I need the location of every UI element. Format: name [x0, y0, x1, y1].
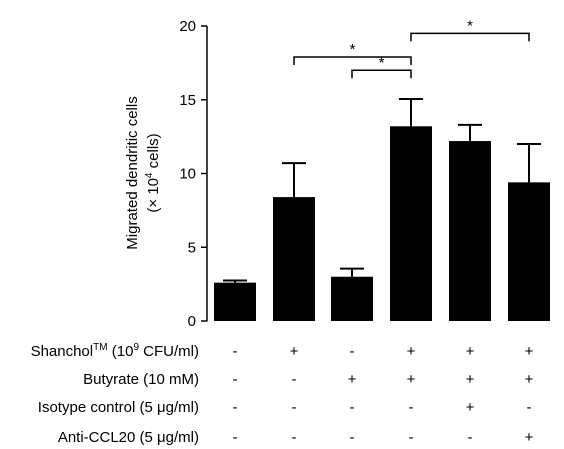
condition-label: Anti-CCL20 (5 μg/ml): [58, 429, 199, 446]
y-tick-label: 15: [179, 92, 196, 109]
minus-mark: -: [292, 399, 297, 416]
y-tick-label: 0: [188, 313, 196, 330]
condition-label: Isotype control (5 μg/ml): [38, 399, 199, 416]
significance-star: *: [467, 17, 473, 34]
plus-mark: +: [466, 399, 475, 416]
significance-star: *: [379, 54, 385, 71]
significance-bracket: [410, 32, 530, 42]
minus-mark: -: [292, 429, 297, 446]
significance-star: *: [350, 41, 356, 58]
plus-mark: +: [525, 343, 534, 360]
minus-mark: -: [292, 371, 297, 388]
condition-table: ShancholTM (109 CFU/ml) - + - + + + Butyrate (1…: [31, 342, 534, 446]
bar: [449, 141, 491, 321]
minus-mark: -: [350, 429, 355, 446]
plus-mark: +: [348, 371, 357, 388]
plus-mark: +: [466, 343, 475, 360]
significance-bracket: [293, 56, 412, 65]
y-tick-label: 20: [179, 18, 196, 35]
significance-brackets: * * *: [293, 17, 530, 79]
minus-mark: -: [350, 399, 355, 416]
condition-label: Butyrate (10 mM): [83, 371, 199, 388]
plus-mark: +: [525, 371, 534, 388]
minus-mark: -: [233, 371, 238, 388]
minus-mark: -: [527, 399, 532, 416]
minus-mark: -: [409, 429, 414, 446]
bar: [273, 197, 315, 321]
minus-mark: -: [409, 399, 414, 416]
minus-mark: -: [468, 429, 473, 446]
plus-mark: +: [466, 371, 475, 388]
y-tick-label: 5: [188, 239, 196, 256]
bar: [214, 282, 256, 321]
y-tick-label: 10: [179, 166, 196, 183]
significance-bracket: [351, 69, 412, 79]
plus-mark: +: [407, 371, 416, 388]
y-axis: 0 5 10 15 20: [179, 18, 208, 330]
y-axis-label-line2: (× 104 cells): [144, 133, 162, 212]
plus-mark: +: [525, 429, 534, 446]
bar: [331, 276, 373, 321]
bar: [390, 126, 432, 321]
minus-mark: -: [233, 429, 238, 446]
y-axis-label-line1: Migrated dendritic cells: [124, 96, 141, 249]
plus-mark: +: [407, 343, 416, 360]
bars: [214, 98, 550, 321]
condition-label: ShancholTM (109 CFU/ml): [31, 342, 199, 360]
plus-mark: +: [290, 343, 299, 360]
minus-mark: -: [350, 343, 355, 360]
bar: [508, 182, 550, 321]
minus-mark: -: [233, 399, 238, 416]
minus-mark: -: [233, 343, 238, 360]
